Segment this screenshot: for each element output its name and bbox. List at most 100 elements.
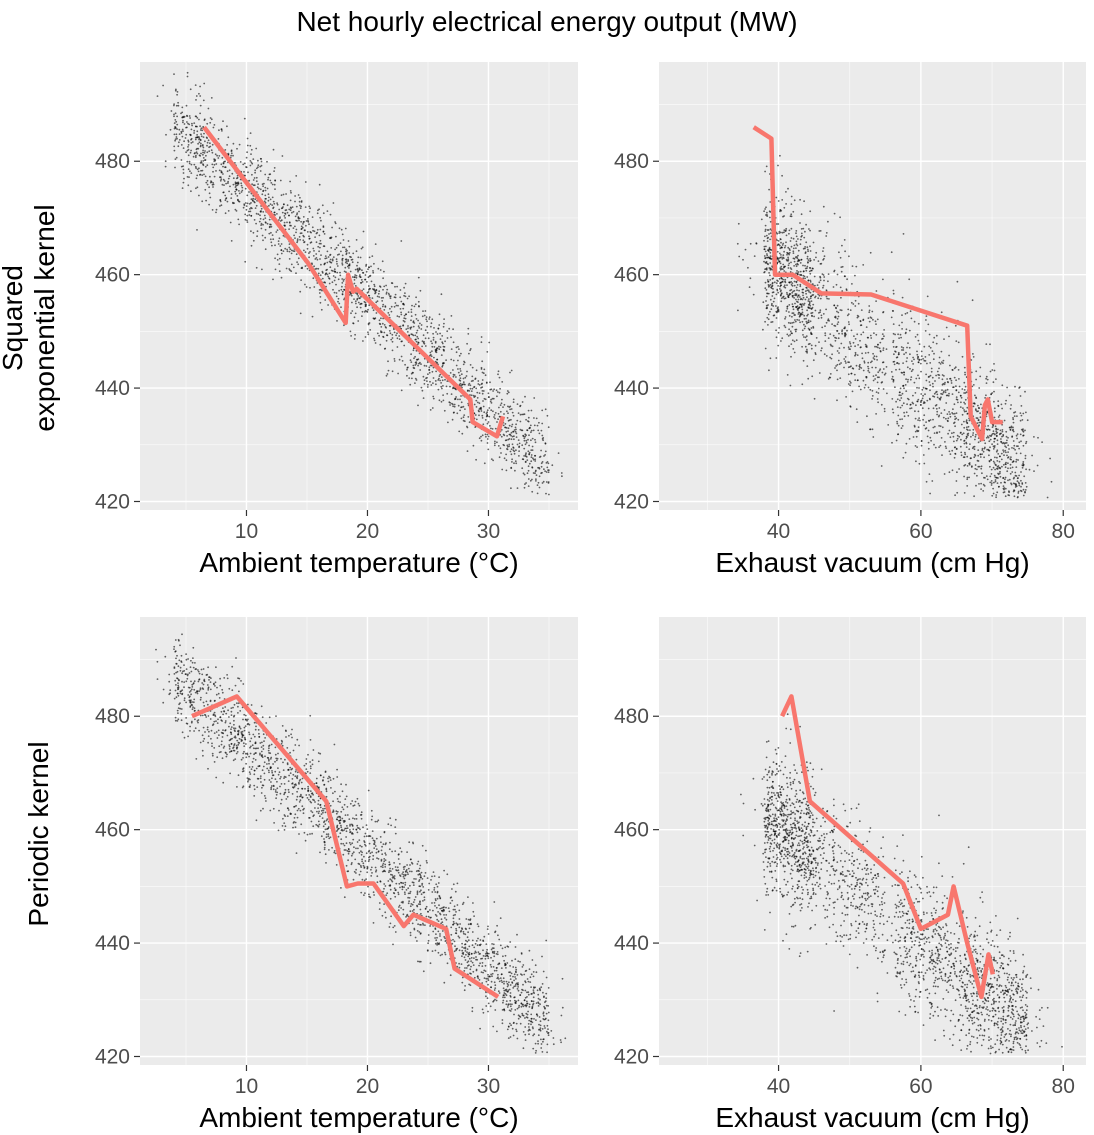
scatter-point — [327, 835, 330, 838]
scatter-point — [999, 472, 1001, 475]
scatter-point — [846, 278, 848, 281]
scatter-point — [176, 709, 179, 712]
scatter-point — [872, 379, 875, 382]
scatter-point — [863, 360, 866, 363]
scatter-point — [782, 242, 785, 245]
scatter-point — [966, 428, 968, 431]
y-tick-label: 460 — [95, 264, 130, 287]
scatter-point — [964, 373, 966, 376]
scatter-point — [510, 448, 513, 451]
scatter-point — [773, 314, 776, 317]
scatter-point — [404, 295, 407, 298]
scatter-point — [790, 268, 793, 270]
scatter-point — [775, 329, 777, 332]
scatter-point — [1005, 430, 1008, 433]
scatter-point — [1022, 494, 1025, 497]
scatter-point — [769, 211, 772, 213]
scatter-point — [1016, 433, 1019, 435]
scatter-point — [917, 430, 920, 432]
scatter-point — [376, 332, 379, 335]
scatter-point — [851, 283, 853, 285]
scatter-point — [319, 274, 322, 277]
scatter-point — [212, 182, 215, 184]
scatter-point — [1012, 417, 1014, 419]
scatter-point — [264, 189, 267, 192]
scatter-point — [430, 322, 433, 325]
scatter-point — [839, 309, 842, 311]
scatter-point — [854, 379, 857, 381]
scatter-point — [956, 437, 959, 440]
scatter-point — [536, 492, 539, 495]
scatter-point — [336, 265, 339, 267]
scatter-point — [860, 346, 862, 348]
scatter-point — [250, 148, 253, 151]
scatter-point — [790, 237, 793, 239]
scatter-point — [949, 453, 952, 455]
scatter-point — [420, 386, 423, 389]
scatter-point — [381, 300, 384, 302]
scatter-point — [847, 366, 850, 369]
scatter-point — [843, 366, 845, 369]
scatter-point — [505, 430, 508, 433]
scatter-point — [984, 397, 986, 399]
scatter-point — [194, 138, 197, 141]
scatter-point — [542, 480, 545, 483]
scatter-point — [320, 308, 323, 311]
scatter-point — [805, 269, 808, 272]
scatter-point — [393, 360, 396, 362]
scatter-point — [803, 314, 806, 317]
scatter-point — [537, 481, 540, 484]
scatter-point — [438, 345, 440, 348]
scatter-point — [189, 151, 192, 154]
scatter-point — [792, 210, 795, 213]
scatter-point — [174, 119, 177, 121]
scatter-point — [525, 1016, 528, 1018]
scatter-point — [294, 237, 296, 240]
scatter-point — [452, 403, 454, 406]
scatter-point — [492, 397, 495, 400]
scatter-point — [199, 139, 202, 142]
scatter-point — [244, 213, 247, 216]
scatter-point — [476, 401, 479, 404]
scatter-point — [806, 276, 809, 278]
scatter-point — [1024, 429, 1026, 432]
scatter-point — [205, 136, 208, 139]
scatter-point — [922, 418, 924, 421]
scatter-point — [319, 258, 321, 260]
scatter-point — [770, 321, 773, 323]
scatter-point — [1014, 483, 1017, 486]
scatter-point — [486, 351, 489, 353]
scatter-point — [971, 385, 974, 388]
scatter-point — [953, 456, 956, 459]
scatter-point — [402, 303, 405, 306]
scatter-point — [541, 461, 544, 463]
scatter-point — [271, 183, 274, 186]
scatter-point — [217, 138, 220, 140]
scatter-point — [902, 349, 905, 351]
scatter-point — [415, 296, 417, 299]
scatter-point — [891, 398, 894, 400]
scatter-point — [997, 404, 1000, 407]
scatter-point — [522, 983, 524, 986]
scatter-point — [211, 209, 214, 211]
scatter-point — [835, 365, 837, 367]
scatter-point — [786, 252, 789, 255]
scatter-point — [387, 880, 390, 882]
scatter-point — [368, 304, 371, 307]
scatter-point — [777, 285, 779, 287]
scatter-point — [965, 441, 968, 444]
scatter-point — [497, 373, 499, 376]
scatter-point — [945, 417, 947, 420]
scatter-point — [319, 216, 322, 219]
scatter-point — [374, 845, 377, 847]
scatter-point — [955, 398, 958, 401]
scatter-point — [173, 73, 175, 75]
scatter-point — [425, 318, 428, 321]
scatter-point — [431, 891, 434, 893]
scatter-point — [187, 144, 190, 146]
scatter-point — [251, 766, 254, 768]
scatter-point — [198, 167, 200, 170]
scatter-point — [187, 139, 190, 142]
scatter-point — [860, 309, 863, 311]
scatter-point — [264, 228, 267, 231]
